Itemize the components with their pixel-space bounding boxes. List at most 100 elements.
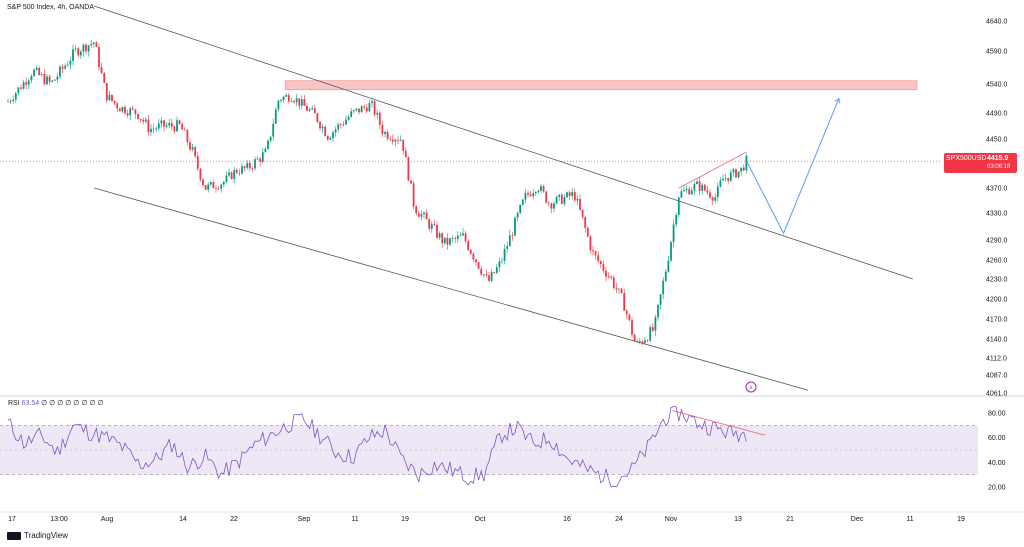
time-tick-label: Aug bbox=[101, 516, 114, 523]
candle-down bbox=[215, 188, 217, 190]
candle-down bbox=[173, 126, 176, 132]
candle-up bbox=[576, 199, 579, 201]
candle-down bbox=[124, 107, 126, 114]
candle-down bbox=[313, 108, 316, 114]
candle-down bbox=[85, 44, 87, 52]
candle-down bbox=[238, 172, 241, 174]
channel-upper-line bbox=[94, 5, 913, 280]
rsi-tick-label: 60.00 bbox=[988, 435, 1006, 442]
candle-up bbox=[740, 167, 743, 172]
candle-down bbox=[95, 42, 98, 47]
candle-up bbox=[269, 136, 272, 141]
time-axis[interactable]: 17 13:00 Aug 14 22 Sep 11 19 Oct 16 24 Nov 13 21 Dec 11… bbox=[8, 516, 965, 523]
candle-down bbox=[20, 87, 22, 89]
price-axis[interactable]: 4640.04590.04540.04490.04450.04410.04370… bbox=[986, 19, 1008, 398]
candle-up bbox=[79, 51, 82, 56]
candlestick-series bbox=[7, 39, 748, 345]
candle-up bbox=[701, 184, 704, 191]
candle-up bbox=[394, 139, 397, 142]
candle-down bbox=[706, 190, 709, 193]
candle-up bbox=[360, 106, 363, 113]
candle-up bbox=[677, 197, 680, 215]
candle-down bbox=[646, 340, 649, 342]
candle-down bbox=[709, 192, 711, 198]
candle-down bbox=[303, 99, 306, 106]
candle-down bbox=[545, 191, 548, 203]
candle-down bbox=[417, 213, 420, 217]
candle-down bbox=[7, 101, 9, 103]
candle-down bbox=[698, 181, 701, 191]
candle-down bbox=[38, 67, 41, 75]
candle-down bbox=[212, 182, 215, 189]
candle-up bbox=[376, 112, 379, 115]
price-tick-label: 4260.0 bbox=[986, 258, 1008, 265]
candle-down bbox=[560, 194, 563, 204]
price-tick-label: 4330.0 bbox=[986, 211, 1008, 218]
candle-up bbox=[345, 119, 347, 125]
candle-up bbox=[503, 248, 506, 261]
candle-down bbox=[324, 126, 327, 137]
candle-down bbox=[477, 262, 480, 269]
candle-down bbox=[204, 185, 207, 190]
candle-down bbox=[248, 163, 251, 169]
candle-up bbox=[693, 184, 696, 191]
candle-down bbox=[415, 206, 418, 214]
candle-up bbox=[657, 304, 659, 318]
candle-down bbox=[615, 287, 618, 290]
candle-up bbox=[337, 124, 340, 130]
candle-up bbox=[350, 111, 353, 117]
rsi-axis[interactable]: 80.00 60.00 40.00 20.00 bbox=[988, 411, 1006, 492]
candle-up bbox=[399, 139, 402, 141]
candle-down bbox=[436, 224, 438, 238]
tradingview-logo[interactable]: TradingView bbox=[7, 531, 68, 540]
candle-up bbox=[165, 125, 168, 127]
candle-down bbox=[386, 131, 389, 139]
candle-down bbox=[735, 169, 737, 178]
candle-up bbox=[352, 110, 355, 112]
candle-down bbox=[586, 227, 589, 237]
candle-down bbox=[178, 120, 181, 124]
candle-down bbox=[194, 147, 197, 157]
candle-up bbox=[667, 260, 670, 272]
candle-up bbox=[571, 192, 574, 196]
candle-down bbox=[142, 119, 145, 122]
candle-down bbox=[428, 219, 431, 229]
candle-up bbox=[368, 103, 371, 112]
candle-down bbox=[319, 121, 321, 129]
time-tick-label: 19 bbox=[957, 516, 965, 523]
candle-down bbox=[134, 109, 137, 114]
candle-down bbox=[464, 233, 467, 242]
candle-down bbox=[381, 124, 384, 134]
tradingview-brand: TradingView bbox=[24, 531, 69, 540]
candle-up bbox=[521, 199, 524, 205]
candle-down bbox=[597, 255, 600, 262]
candle-up bbox=[719, 180, 722, 187]
rsi-legend[interactable]: RSI 63.54 ∅ ∅ ∅ ∅ ∅ ∅ ∅ ∅ bbox=[8, 399, 104, 407]
price-tick-label: 4200.0 bbox=[986, 297, 1008, 304]
candle-up bbox=[160, 120, 163, 124]
candle-down bbox=[579, 199, 581, 210]
alert-icon-glyph: ⚡ bbox=[749, 384, 754, 392]
price-tick-label: 4490.0 bbox=[986, 111, 1008, 118]
rsi-trend-line bbox=[672, 410, 766, 436]
candle-up bbox=[672, 224, 675, 243]
candle-down bbox=[688, 188, 691, 195]
candle-down bbox=[469, 249, 472, 254]
candle-up bbox=[241, 166, 243, 174]
candle-up bbox=[501, 260, 503, 262]
candle-down bbox=[147, 119, 150, 133]
projection-arrowhead bbox=[834, 98, 841, 104]
candle-down bbox=[404, 150, 407, 158]
candle-down bbox=[170, 123, 173, 127]
candle-up bbox=[59, 66, 61, 77]
price-tick-label: 4290.0 bbox=[986, 238, 1008, 245]
rsi-pane bbox=[0, 406, 978, 488]
candle-up bbox=[563, 197, 566, 204]
candle-up bbox=[664, 271, 667, 281]
candle-up bbox=[451, 238, 454, 239]
candle-up bbox=[157, 123, 160, 129]
candle-down bbox=[137, 113, 139, 119]
candle-up bbox=[438, 233, 441, 238]
candle-up bbox=[311, 108, 314, 110]
